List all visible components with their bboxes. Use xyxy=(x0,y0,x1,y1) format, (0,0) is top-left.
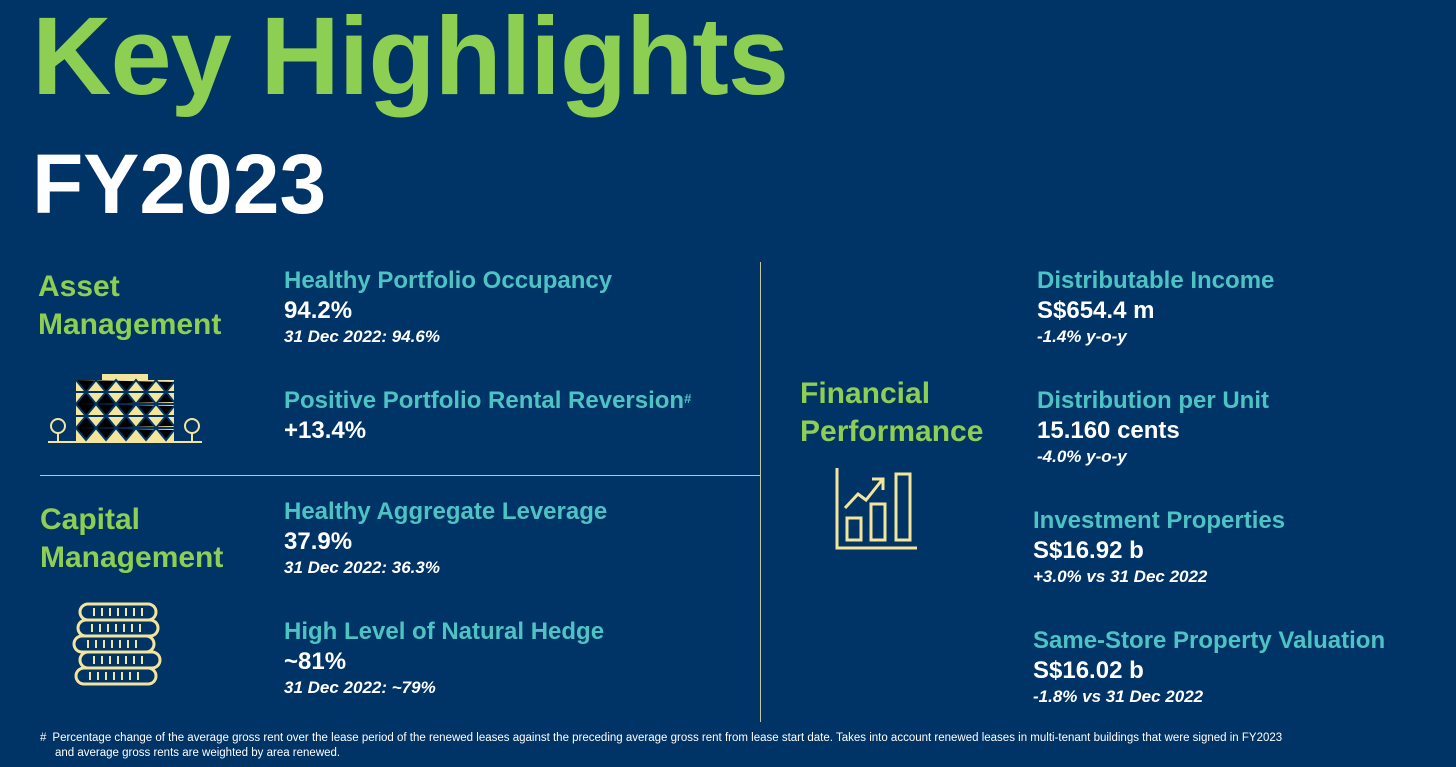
kpi-portfolio-occupancy: Healthy Portfolio Occupancy 94.2% 31 Dec… xyxy=(284,267,613,346)
kpi-investment-properties: Investment Properties S$16.92 b +3.0% vs… xyxy=(1033,507,1286,586)
vertical-divider xyxy=(760,262,761,722)
kpi-distributable-income: Distributable Income S$654.4 m -1.4% y-o… xyxy=(1037,267,1275,346)
page-title: Key Highlights xyxy=(32,0,789,118)
footnote-mark: # xyxy=(40,732,47,744)
footnote-text-line2: and average gross rents are weighted by … xyxy=(55,747,341,759)
footnote-text-line1: Percentage change of the average gross r… xyxy=(52,732,1283,744)
kpi-rental-reversion: Positive Portfolio Rental Reversion# +13… xyxy=(284,387,692,444)
footnote-marker: # xyxy=(684,391,692,406)
kpi-aggregate-leverage: Healthy Aggregate Leverage 37.9% 31 Dec … xyxy=(284,498,608,577)
kpi-natural-hedge: High Level of Natural Hedge ~81% 31 Dec … xyxy=(284,618,605,697)
asset-management-label: Asset Management xyxy=(38,270,222,341)
financial-performance-label: Financial Performance xyxy=(800,377,984,448)
kpi-same-store-valuation: Same-Store Property Valuation S$16.02 b … xyxy=(1033,627,1386,706)
footnote: # Percentage change of the average gross … xyxy=(40,731,1420,761)
capital-management-label: Capital Management xyxy=(40,503,224,574)
coins-icon xyxy=(72,602,162,686)
building-icon xyxy=(48,374,202,443)
page-subtitle: FY2023 xyxy=(32,137,327,231)
horizontal-divider xyxy=(40,475,760,476)
kpi-distribution-per-unit: Distribution per Unit 15.160 cents -4.0%… xyxy=(1037,387,1269,466)
bar-chart-growth-icon xyxy=(835,468,917,550)
